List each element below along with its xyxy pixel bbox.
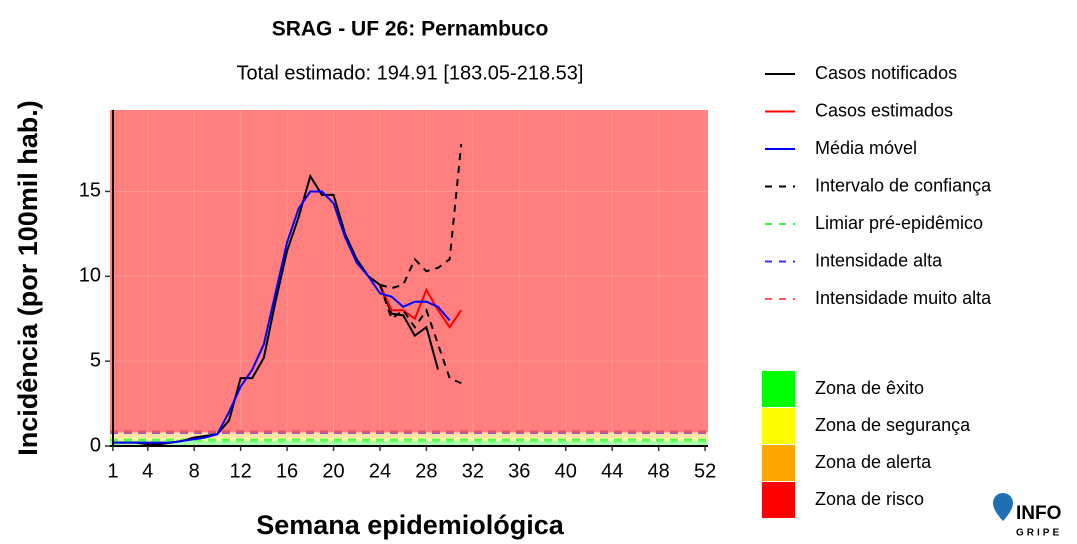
y-tick-label: 15 [79, 180, 101, 202]
zone-band [110, 440, 708, 446]
interval-lower [379, 284, 462, 385]
y-tick-label: 5 [90, 349, 101, 371]
x-tick-label: 4 [142, 460, 153, 482]
x-tick-label: 40 [555, 460, 577, 482]
legend-label: Zona de êxito [815, 378, 924, 398]
legend-label: Casos notificados [815, 63, 957, 83]
chart-subtitle: Total estimado: 194.91 [183.05-218.53] [237, 62, 584, 84]
legend-label: Intervalo de confiança [815, 175, 992, 195]
legend-label: Zona de risco [815, 489, 924, 509]
y-axis-label: Incidência (por 100mil hab.) [13, 100, 43, 456]
legend-label: Zona de alerta [815, 452, 932, 472]
x-tick-label: 24 [369, 460, 391, 482]
x-tick-label: 16 [276, 460, 298, 482]
x-tick-label: 20 [322, 460, 344, 482]
x-tick-label: 32 [462, 460, 484, 482]
legend-swatch [762, 445, 795, 481]
series-line [379, 284, 463, 329]
legend-swatch [762, 482, 795, 518]
zone-band [110, 432, 708, 438]
y-tick-label: 0 [90, 434, 101, 456]
legend-swatch [762, 408, 795, 444]
legend-label: Intensidade alta [815, 250, 943, 270]
x-tick-label: 12 [230, 460, 252, 482]
x-axis-label: Semana epidemiológica [256, 510, 565, 540]
logo-pin [993, 493, 1013, 521]
x-tick-label: 8 [189, 460, 200, 482]
chart-title: SRAG - UF 26: Pernambuco [272, 18, 549, 41]
legend-label: Casos estimados [815, 100, 953, 120]
x-tick-label: 1 [107, 460, 118, 482]
x-tick-label: 44 [601, 460, 623, 482]
x-tick-label: 48 [648, 460, 670, 482]
zone-band [110, 110, 708, 433]
legend-swatch [762, 371, 795, 407]
x-tick-label: 28 [415, 460, 437, 482]
series-line [112, 190, 451, 444]
x-tick-label: 36 [508, 460, 530, 482]
legend-label: Zona de segurança [815, 415, 971, 435]
logo-text: GRIPE [1016, 528, 1062, 539]
x-tick-label: 52 [694, 460, 716, 482]
legend-label: Limiar pré-epidêmico [815, 213, 983, 233]
legend-label: Intensidade muito alta [815, 288, 992, 308]
legend-label: Média móvel [815, 138, 917, 158]
interval-upper [379, 143, 463, 290]
y-tick-label: 10 [79, 265, 101, 287]
logo-text: INFO [1016, 503, 1061, 524]
